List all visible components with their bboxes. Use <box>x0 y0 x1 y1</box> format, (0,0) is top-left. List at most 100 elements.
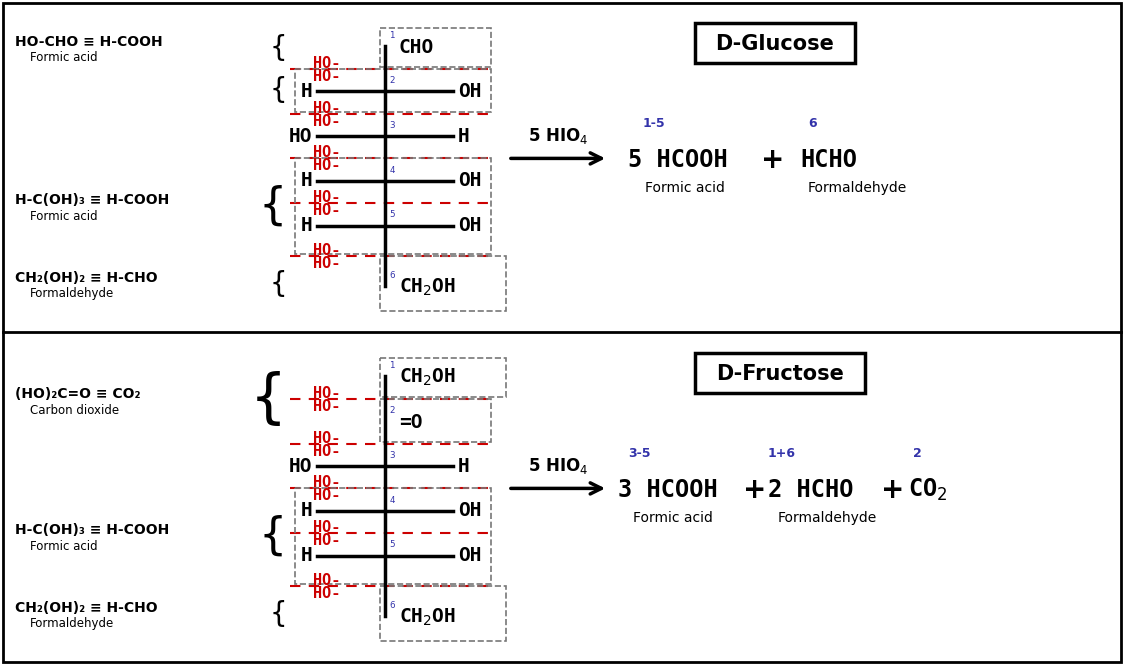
Text: H: H <box>300 216 312 235</box>
Text: H-C(OH)₃ ≡ H-COOH: H-C(OH)₃ ≡ H-COOH <box>15 194 170 207</box>
Text: H: H <box>457 456 470 475</box>
Bar <box>380 586 506 642</box>
Text: Formic acid: Formic acid <box>633 511 713 525</box>
Text: 1-5: 1-5 <box>643 118 665 130</box>
Text: HO-: HO- <box>312 243 339 258</box>
Text: OH: OH <box>457 216 481 235</box>
Text: OH: OH <box>457 501 481 520</box>
Text: $^2$: $^2$ <box>389 76 396 89</box>
Text: $^1$: $^1$ <box>389 31 396 45</box>
Text: $^4$: $^4$ <box>389 496 396 509</box>
Text: CH$_2$OH: CH$_2$OH <box>399 367 456 388</box>
Text: 1+6: 1+6 <box>768 448 796 460</box>
Text: HO-: HO- <box>312 386 339 401</box>
Text: H: H <box>300 546 312 565</box>
Text: H-C(OH)₃ ≡ H-COOH: H-C(OH)₃ ≡ H-COOH <box>15 523 170 537</box>
Text: 2 HCHO: 2 HCHO <box>768 478 853 502</box>
Text: HO-: HO- <box>312 114 339 128</box>
Bar <box>294 488 491 584</box>
Text: +: + <box>761 146 785 174</box>
Text: HO-: HO- <box>312 100 339 116</box>
Text: CH$_2$OH: CH$_2$OH <box>399 277 456 298</box>
Text: HO-: HO- <box>312 488 339 503</box>
Text: {: { <box>250 372 287 428</box>
Text: H: H <box>457 126 470 146</box>
Text: HO-: HO- <box>312 203 339 218</box>
Text: Carbon dioxide: Carbon dioxide <box>30 404 119 416</box>
Text: $^2$: $^2$ <box>389 406 396 419</box>
Bar <box>380 358 506 397</box>
Bar <box>294 68 491 112</box>
Text: HO-: HO- <box>312 586 339 601</box>
Text: {: { <box>259 185 287 227</box>
Text: OH: OH <box>457 82 481 100</box>
Text: $^5$: $^5$ <box>389 541 396 553</box>
Bar <box>380 256 506 311</box>
Text: Formaldehyde: Formaldehyde <box>778 511 877 525</box>
Text: 6: 6 <box>808 118 817 130</box>
Text: HO-: HO- <box>312 444 339 459</box>
Text: CO$_2$: CO$_2$ <box>908 477 948 503</box>
Text: CHO: CHO <box>399 38 434 57</box>
Text: D-Glucose: D-Glucose <box>716 34 834 54</box>
Text: CH₂(OH)₂ ≡ H-CHO: CH₂(OH)₂ ≡ H-CHO <box>15 600 157 614</box>
Text: CH₂(OH)₂ ≡ H-CHO: CH₂(OH)₂ ≡ H-CHO <box>15 271 157 285</box>
Text: $^1$: $^1$ <box>389 361 396 374</box>
Text: Formic acid: Formic acid <box>30 540 98 553</box>
Text: =O: =O <box>399 413 423 432</box>
Text: H: H <box>300 82 312 100</box>
Text: 3 HCOOH: 3 HCOOH <box>618 478 718 502</box>
Bar <box>380 29 491 66</box>
Bar <box>294 158 491 254</box>
Text: Formic acid: Formic acid <box>30 51 98 64</box>
Text: {: { <box>270 600 287 628</box>
Text: Formaldehyde: Formaldehyde <box>30 287 115 300</box>
Text: OH: OH <box>457 172 481 190</box>
Text: OH: OH <box>457 546 481 565</box>
Text: $^3$: $^3$ <box>389 451 396 464</box>
Text: HO-: HO- <box>312 573 339 588</box>
Text: Formic acid: Formic acid <box>645 182 725 196</box>
Text: Formaldehyde: Formaldehyde <box>808 182 907 196</box>
Text: HCHO: HCHO <box>800 148 856 172</box>
Text: HO-: HO- <box>312 68 339 84</box>
Text: Formic acid: Formic acid <box>30 209 98 223</box>
Text: +: + <box>743 476 767 504</box>
Text: HO-: HO- <box>312 399 339 414</box>
Text: {: { <box>270 270 287 298</box>
Text: HO: HO <box>289 456 312 475</box>
Text: HO-: HO- <box>312 431 339 446</box>
Text: Formaldehyde: Formaldehyde <box>30 617 115 630</box>
Bar <box>695 23 855 63</box>
Text: H: H <box>300 501 312 520</box>
Text: $^5$: $^5$ <box>389 211 396 223</box>
Text: HO-: HO- <box>312 56 339 70</box>
Text: 5 HIO$_4$: 5 HIO$_4$ <box>528 456 588 476</box>
Text: 2: 2 <box>913 448 922 460</box>
Text: {: { <box>270 76 287 104</box>
Text: HO-: HO- <box>312 146 339 160</box>
Text: $^6$: $^6$ <box>389 601 396 614</box>
Text: HO-: HO- <box>312 520 339 535</box>
Text: HO-CHO ≡ H-COOH: HO-CHO ≡ H-COOH <box>15 35 163 49</box>
Text: D-Fructose: D-Fructose <box>716 364 844 384</box>
Bar <box>695 353 865 393</box>
Text: 5 HCOOH: 5 HCOOH <box>628 148 727 172</box>
Text: HO-: HO- <box>312 158 339 174</box>
Text: +: + <box>881 476 905 504</box>
Text: HO-: HO- <box>312 475 339 490</box>
Text: 3-5: 3-5 <box>628 448 651 460</box>
Text: HO-: HO- <box>312 533 339 548</box>
Text: (HO)₂C=O ≡ CO₂: (HO)₂C=O ≡ CO₂ <box>15 387 140 401</box>
Text: HO-: HO- <box>312 256 339 271</box>
Text: CH$_2$OH: CH$_2$OH <box>399 606 456 628</box>
Text: HO: HO <box>289 126 312 146</box>
Text: $^6$: $^6$ <box>389 271 396 285</box>
Bar <box>380 399 491 442</box>
Text: {: { <box>270 34 287 62</box>
Text: $^4$: $^4$ <box>389 166 396 179</box>
Text: 5 HIO$_4$: 5 HIO$_4$ <box>528 126 588 146</box>
Text: HO-: HO- <box>312 190 339 205</box>
Text: {: { <box>259 515 287 558</box>
Text: $^3$: $^3$ <box>389 121 396 134</box>
